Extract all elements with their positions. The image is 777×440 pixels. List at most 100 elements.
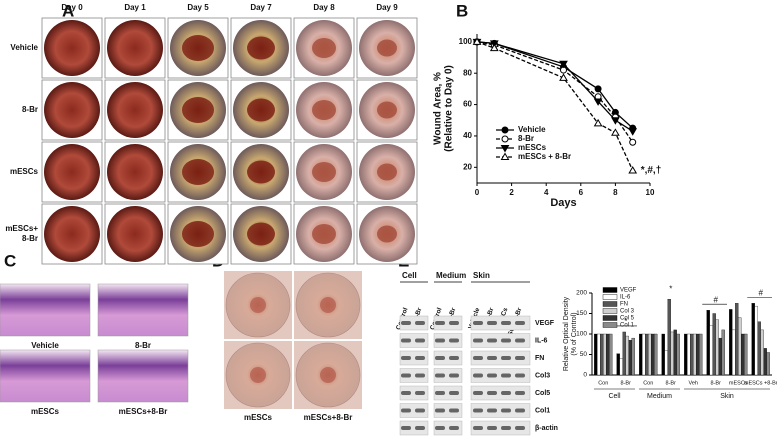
wound-bed [312, 162, 336, 182]
blot-strip [399, 385, 429, 401]
blot-band [435, 356, 445, 360]
point [559, 73, 568, 81]
series-line [476, 41, 634, 132]
y-axis-label: (% of Control) [571, 312, 578, 355]
protein-label: Col3 [535, 372, 550, 379]
wound-photo [107, 206, 163, 262]
blot-strip [470, 420, 531, 436]
y-tick-label: 40 [463, 131, 472, 140]
dish-label: mESCs [244, 413, 273, 422]
legend-label: Col 5 [620, 316, 635, 322]
blot-band [415, 338, 425, 343]
point [594, 85, 602, 93]
blot-band [473, 338, 483, 343]
blot-band [473, 391, 483, 395]
blot-band [435, 321, 445, 325]
annotation: *,#,† [641, 165, 662, 176]
bar [684, 333, 688, 376]
blot-band [449, 373, 459, 378]
blot-band [473, 356, 483, 360]
wound-spot [320, 297, 336, 313]
panel-label: A [62, 1, 74, 20]
blot-band [515, 356, 525, 360]
blot-strip [470, 403, 531, 418]
day-header: Day 7 [250, 3, 272, 12]
bar [712, 313, 716, 376]
y-tick-label: 100 [576, 331, 587, 338]
legend-swatch [602, 315, 618, 321]
y-axis-label: (Relative to Day 0) [444, 65, 455, 152]
y-tick-label: 0 [583, 372, 587, 379]
bar [619, 358, 623, 376]
x-tick-label: 8 [613, 188, 618, 197]
point [559, 60, 568, 69]
annotation: # [759, 288, 764, 297]
bar [664, 350, 668, 376]
wound-bed [247, 36, 275, 60]
blot-band [501, 391, 511, 395]
blot-strip [433, 385, 463, 401]
blot-strip [399, 368, 429, 383]
blot-strip [470, 385, 531, 401]
bar [676, 333, 680, 376]
blot-band [487, 321, 497, 325]
blot-band [515, 408, 525, 413]
bar [594, 333, 598, 376]
y-tick-label: 60 [463, 100, 472, 109]
blot-strip [433, 420, 463, 436]
x-tick-label: 10 [646, 188, 655, 197]
bar [642, 333, 646, 376]
protein-label: Col1 [535, 407, 550, 414]
protein-label: IL-6 [535, 337, 548, 344]
bar [639, 333, 643, 376]
day-header: Day 8 [313, 3, 335, 12]
blot-strip [399, 315, 429, 331]
blot-group: Medium [436, 271, 466, 280]
histology-label: mESCs [31, 407, 60, 416]
series-line [476, 41, 634, 143]
bar [699, 333, 703, 376]
x-tick-label: 6 [579, 188, 584, 197]
blot-band [435, 426, 445, 430]
blot-band [449, 338, 459, 343]
legend-swatch [602, 322, 618, 328]
wound-bed [182, 159, 214, 185]
blot-band [435, 391, 445, 395]
blot-band [401, 356, 411, 360]
blot-strip [433, 333, 463, 348]
wound-bed [312, 224, 336, 244]
annotation: # [714, 295, 719, 304]
bar [616, 353, 620, 376]
bar [738, 317, 742, 376]
annotation: * [669, 284, 672, 293]
legend-label: VEGF [620, 288, 637, 294]
blot-band [415, 391, 425, 395]
legend-marker [500, 152, 510, 160]
y-tick-label: 200 [576, 290, 587, 297]
legend-label: 8-Br [518, 134, 534, 143]
legend-label: Col 3 [620, 309, 635, 315]
blot-band [515, 338, 525, 343]
day-header: Day 0 [61, 3, 83, 12]
blot-strip [399, 333, 429, 348]
x-tick-label: 4 [544, 188, 549, 197]
row-label: mESCs [10, 167, 39, 176]
wound-bed [377, 39, 397, 57]
blot-group: Cell [402, 271, 417, 280]
protein-label: β-actin [535, 425, 558, 432]
blot-strip [433, 368, 463, 383]
blot-group: Skin [473, 271, 490, 280]
blot-band [449, 408, 459, 413]
blot-band [401, 338, 411, 343]
bar [706, 310, 710, 376]
point [593, 98, 603, 106]
x-tick-label: Con [598, 380, 608, 386]
annotation: * [624, 317, 627, 326]
bar [715, 319, 719, 376]
wound-bed [312, 100, 336, 120]
bar [661, 333, 665, 376]
histology-label: mESCs+8-Br [119, 407, 168, 416]
bar [690, 333, 694, 376]
bar [721, 329, 725, 376]
